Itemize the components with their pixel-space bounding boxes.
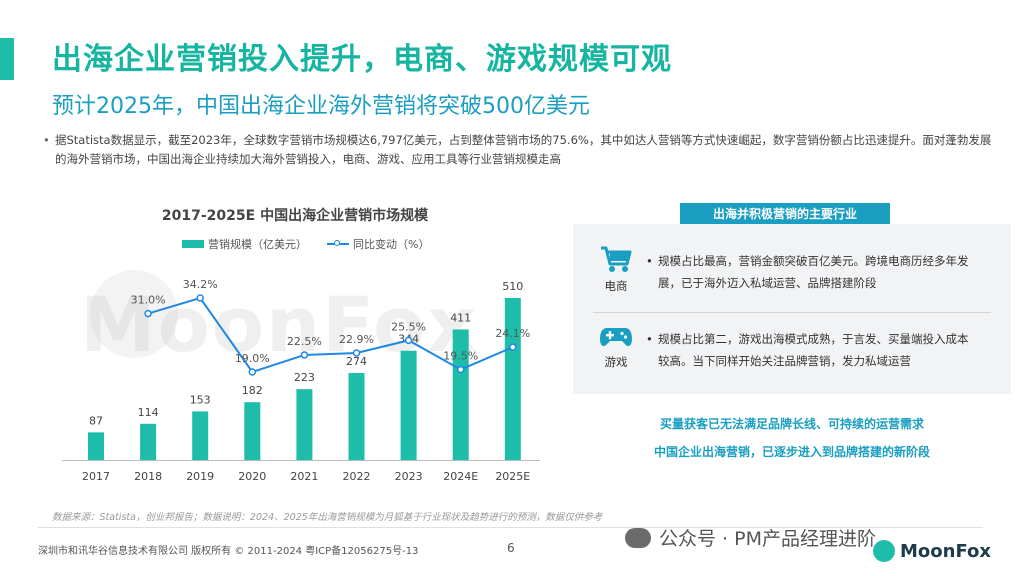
yoy-point-2022	[352, 349, 361, 357]
industry-tag: 出海并积极营销的主要行业	[680, 203, 890, 225]
x-tick-label: 2018	[134, 470, 162, 483]
bar-2023	[400, 350, 417, 460]
industry-panel: 电商 规模占比最高，营销金额突破百亿美元。跨境电商历经多年发展，已于海外迈入私域…	[573, 224, 1011, 394]
yoy-value-label: 31.0%	[131, 294, 166, 307]
x-tick-label: 2025E	[495, 470, 530, 483]
wechat-watermark: 公众号 · PM产品经理进阶	[625, 524, 876, 551]
gaming-label: 游戏	[604, 355, 628, 369]
bar-value-label: 510	[502, 280, 523, 293]
bar-value-label: 114	[138, 406, 159, 419]
yoy-value-label: 25.5%	[391, 320, 426, 333]
bar-value-label: 87	[89, 414, 103, 427]
x-tick-label: 2017	[82, 470, 110, 483]
callout-line-2: 中国企业出海营销，已逐步进入到品牌搭建的新阶段	[653, 445, 930, 459]
moonfox-logo-icon	[873, 540, 895, 562]
x-tick-label: 2021	[290, 470, 318, 483]
brand-name: MoonFox	[900, 540, 992, 562]
legend-line-label: 同比变动（%）	[353, 238, 430, 251]
yoy-point-2024E	[456, 365, 465, 374]
panel-divider	[593, 312, 991, 313]
gaming-text: 规模占比第二，游戏出海模式成熟，于言发、买量端投入成本较高。当下同样开始关注品牌…	[646, 328, 978, 372]
wechat-text: 公众号 · PM产品经理进阶	[659, 528, 876, 550]
title-accent-bar	[0, 38, 14, 80]
page-subtitle: 预计2025年，中国出海企业海外营销将突破500亿美元	[52, 94, 590, 119]
chart-legend: 营销规模（亿美元） 同比变动（%）	[182, 236, 429, 252]
bar-value-label: 182	[242, 384, 263, 397]
bar-2025E	[504, 298, 521, 460]
bar-2024E	[452, 329, 469, 460]
gaming-icon-block: 游戏	[596, 324, 636, 370]
bar-2019	[192, 411, 209, 460]
intro-bullet: 据Statista数据显示，截至2023年，全球数字营销市场规模达6,797亿美…	[43, 131, 995, 169]
bar-2022	[348, 372, 365, 460]
ecommerce-icon-block: 电商	[596, 244, 636, 294]
bar-value-label: 274	[346, 355, 367, 368]
bar-value-label: 411	[450, 311, 471, 324]
bar-2017	[88, 432, 104, 460]
ecommerce-label: 电商	[604, 279, 628, 293]
wechat-icon	[625, 527, 651, 548]
yoy-value-label: 24.1%	[495, 327, 530, 340]
x-tick-label: 2023	[395, 470, 423, 483]
legend-line-swatch	[327, 240, 349, 246]
data-source-note: 数据来源：Statista，创业邦报告；数据说明：2024、2025年出海营销规…	[52, 512, 603, 523]
x-tick-label: 2020	[238, 470, 266, 483]
callout-line-1: 买量获客已无法满足品牌长线、可持续的运营需求	[659, 417, 924, 431]
yoy-change-line	[147, 296, 514, 374]
yoy-point-2025E	[509, 343, 517, 351]
x-tick-label: 2024E	[443, 470, 478, 483]
yoy-point-2023	[404, 336, 413, 345]
footer-divider	[38, 527, 983, 528]
copyright-footer: 深圳市和讯华谷信息技术有限公司 版权所有 © 2011-2024 粤ICP备12…	[38, 546, 419, 557]
page-title: 出海企业营销投入提升，电商、游戏规模可观	[52, 42, 672, 77]
legend-bar-label: 营销规模（亿美元）	[208, 238, 307, 251]
gamepad-icon	[600, 328, 632, 347]
shopping-cart-icon	[601, 246, 632, 272]
bar-2020	[244, 402, 261, 460]
yoy-point-2019	[196, 294, 204, 302]
ecommerce-text: 规模占比最高，营销金额突破百亿美元。跨境电商历经多年发展，已于海外迈入私域运营、…	[646, 250, 978, 294]
yoy-point-2021	[300, 351, 309, 359]
legend-bar-swatch	[182, 240, 204, 248]
bar-2021	[296, 389, 313, 460]
x-tick-label: 2022	[343, 470, 371, 483]
page-number: 6	[507, 541, 515, 555]
brand-logo: MoonFox	[873, 540, 991, 562]
yoy-value-label: 19.0%	[235, 352, 270, 365]
watermark-logo-circle	[90, 270, 178, 358]
yoy-value-label: 19.5%	[443, 350, 478, 363]
yoy-value-label: 22.9%	[339, 333, 374, 346]
x-tick-label: 2019	[186, 470, 214, 483]
yoy-value-label: 22.5%	[287, 335, 322, 348]
yoy-point-2018	[144, 309, 152, 318]
chart-title: 2017-2025E 中国出海企业营销市场规模	[161, 208, 429, 224]
yoy-value-label: 34.2%	[183, 278, 218, 291]
bar-value-label: 223	[294, 371, 315, 384]
bar-2018	[140, 423, 157, 460]
bar-value-label: 153	[190, 393, 211, 406]
yoy-point-2020	[248, 368, 257, 376]
